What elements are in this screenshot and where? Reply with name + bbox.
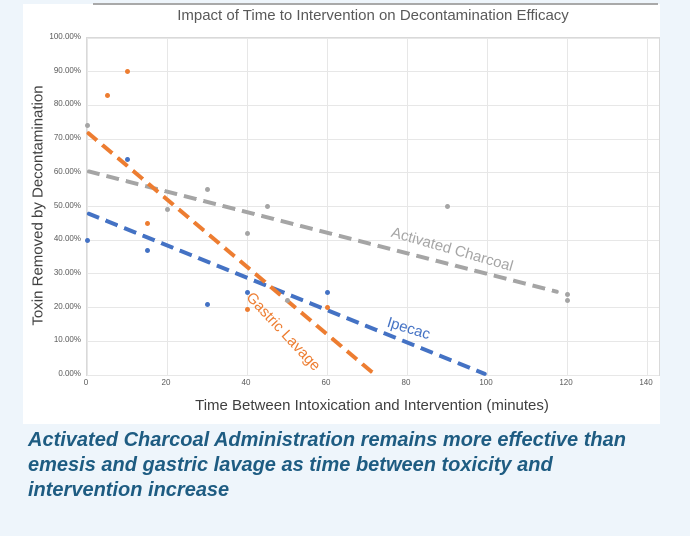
- caption-line-2: emesis and gastric lavage as time betwee…: [28, 454, 553, 476]
- x-tick-label-80: 80: [401, 378, 411, 387]
- x-tick-label-120: 120: [559, 378, 573, 387]
- y-tick-label-50: 50.00%: [53, 200, 81, 210]
- gridline-y-20: [87, 307, 659, 309]
- data-point-ipecac: [84, 237, 90, 243]
- data-point-activated-charcoal: [564, 291, 570, 297]
- y-tick-label-20: 20.00%: [53, 301, 81, 311]
- y-tick-label-0: 0.00%: [58, 369, 81, 378]
- y-tick-label-90: 90.00%: [53, 65, 81, 75]
- gridline-y-10: [87, 340, 659, 342]
- gridline-y-90: [87, 71, 659, 73]
- y-tick-label-30: 30.00%: [53, 267, 81, 277]
- data-point-gastric-lavage: [244, 306, 250, 312]
- data-point-activated-charcoal: [264, 204, 270, 209]
- y-tick-label-100: 100.00%: [49, 32, 81, 41]
- caption-line-3: intervention increase: [28, 479, 230, 501]
- gridline-y-70: [87, 138, 659, 140]
- y-tick-label-60: 60.00%: [53, 166, 81, 176]
- gridline-y-80: [87, 104, 659, 106]
- caption: Activated Charcoal Administration remain…: [28, 428, 678, 503]
- chart-panel: Impact of Time to Intervention on Decont…: [23, 4, 660, 424]
- x-tick-label-20: 20: [161, 378, 171, 387]
- y-tick-label-80: 80.00%: [53, 99, 81, 109]
- chart-title: Impact of Time to Intervention on Decont…: [177, 7, 569, 24]
- y-tick-label-40: 40.00%: [53, 234, 81, 244]
- gridline-y-40: [87, 239, 659, 241]
- data-point-gastric-lavage: [324, 305, 330, 311]
- x-tick-label-100: 100: [479, 378, 493, 387]
- data-point-ipecac: [124, 156, 130, 162]
- caption-line-1: Activated Charcoal Administration remain…: [28, 429, 626, 451]
- data-point-ipecac: [324, 289, 330, 295]
- gridline-y-100: [87, 37, 659, 39]
- data-point-activated-charcoal: [444, 204, 450, 209]
- gridline-y-50: [87, 206, 659, 207]
- data-point-gastric-lavage: [144, 220, 150, 226]
- data-point-gastric-lavage: [104, 92, 110, 98]
- panel-top-rule: [93, 3, 658, 5]
- gridline-y-60: [87, 172, 659, 174]
- y-tick-label-10: 10.00%: [53, 335, 81, 345]
- x-tick-label-60: 60: [321, 378, 331, 387]
- x-axis-title: Time Between Intoxication and Interventi…: [195, 397, 549, 414]
- x-tick-label-40: 40: [241, 378, 251, 387]
- data-point-ipecac: [204, 301, 210, 307]
- data-point-activated-charcoal: [164, 207, 170, 213]
- data-point-activated-charcoal: [284, 298, 290, 304]
- x-tick-label-140: 140: [639, 378, 653, 387]
- series-label-activated-charcoal: Activated Charcoal: [389, 224, 516, 276]
- data-point-activated-charcoal: [244, 230, 250, 236]
- data-point-gastric-lavage: [124, 69, 130, 75]
- data-point-activated-charcoal: [564, 298, 570, 304]
- y-tick-label-70: 70.00%: [53, 133, 81, 143]
- data-point-ipecac: [144, 247, 150, 253]
- x-tick-label-0: 0: [83, 378, 89, 387]
- plot-area: Activated Charcoal Ipecac Gastric Lavage: [84, 37, 660, 377]
- data-point-activated-charcoal: [204, 187, 210, 193]
- data-point-activated-charcoal: [84, 123, 90, 129]
- trendline-gastric-lavage: [85, 130, 377, 377]
- gridline-y-30: [87, 273, 659, 275]
- data-point-ipecac: [244, 289, 250, 295]
